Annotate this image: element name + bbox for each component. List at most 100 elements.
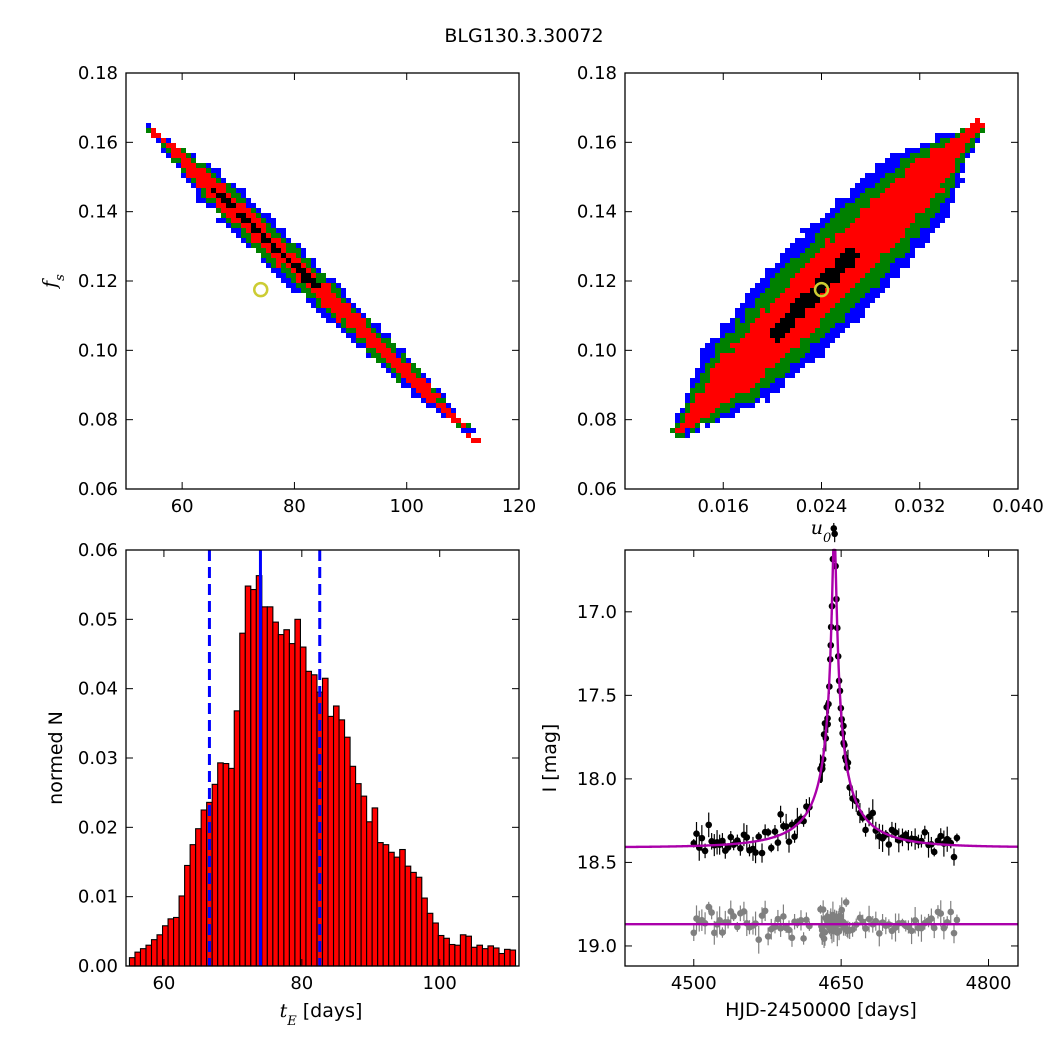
u0-fs-cell (720, 403, 725, 408)
u0-fs-cell (675, 418, 680, 423)
u0-fs-cell (835, 258, 840, 263)
u0-fs-cell (860, 263, 865, 268)
u0-fs-cell (850, 278, 855, 283)
u0-fs-cell (850, 188, 855, 193)
u0-fs-cell (730, 383, 735, 388)
te-fs-cell (391, 348, 396, 353)
u0-fs-cell (775, 268, 780, 273)
u0-fs-cell (740, 368, 745, 373)
u0-fs-cell (715, 368, 720, 373)
u0-fs-cell (815, 268, 820, 273)
u0-fs-cell (760, 373, 765, 378)
u0-fs-cell (850, 273, 855, 278)
u0-fs-cell (825, 258, 830, 263)
u0-fs-cell (720, 353, 725, 358)
u0-fs-cell (890, 168, 895, 173)
u0-fs-cell (835, 238, 840, 243)
u0-fs-cell (800, 308, 805, 313)
histogram-xtick-label: 80 (290, 973, 313, 994)
u0-fs-cell (715, 348, 720, 353)
te-fs-cell (366, 343, 371, 348)
te-fs-cell (221, 208, 226, 213)
u0-fs-cell (750, 398, 755, 403)
u0-fs-cell (910, 153, 915, 158)
te-fs-cell (316, 273, 321, 278)
u0-fs-cell (855, 303, 860, 308)
u0-fs-cell (795, 293, 800, 298)
u0-fs-cell (930, 228, 935, 233)
u0-fs-cell (810, 353, 815, 358)
u0-fs-cell (840, 203, 845, 208)
u0-fs-cell (880, 168, 885, 173)
te-fs-cell (226, 208, 231, 213)
u0-fs-cell (930, 188, 935, 193)
u0-fs-cell (705, 368, 710, 373)
residual-point (875, 930, 883, 937)
histogram-bar (167, 918, 175, 967)
u0-fs-cell (730, 408, 735, 413)
te-fs-cell (266, 228, 271, 233)
u0-fs-cell (855, 288, 860, 293)
te-fs-cell (311, 263, 316, 268)
u0-fs-cell (775, 323, 780, 328)
u0-fs-cell (880, 258, 885, 263)
te-fs-cell (346, 303, 351, 308)
u0-fs-cell (800, 363, 805, 368)
u0-fs-cell (895, 188, 900, 193)
te-fs-cell (206, 193, 211, 198)
u0-fs-cell (850, 288, 855, 293)
te-fs-cell (446, 408, 451, 413)
u0-fs-cell (810, 333, 815, 338)
te-fs-cell (216, 178, 221, 183)
te-fs-cell (251, 233, 256, 238)
u0-fs-cell (770, 283, 775, 288)
te-fs-cell (236, 203, 241, 208)
te-fs-cell (396, 348, 401, 353)
u0-fs-cell (710, 388, 715, 393)
u0-fs-cell (855, 198, 860, 203)
te-fs-cell (286, 238, 291, 243)
te-fs-cell (416, 383, 421, 388)
te-fs-cell (191, 158, 196, 163)
u0-fs-cell (825, 233, 830, 238)
te-fs-cell (226, 188, 231, 193)
u0-fs-cell (950, 178, 955, 183)
light-curve-ytick-label: 18.0 (577, 769, 617, 790)
light-curve-plot (624, 522, 1019, 954)
u0-fs-cell (800, 293, 805, 298)
te-fs-cell (196, 168, 201, 173)
u0-fs-cell (825, 253, 830, 258)
histogram-bar (410, 871, 417, 967)
u0-fs-cell (890, 203, 895, 208)
light-curve-ytick-label: 18.5 (577, 852, 617, 873)
u0-fs-cell (760, 368, 765, 373)
te-fs-cell (211, 198, 216, 203)
u0-fs-cell (845, 318, 850, 323)
u0-fs-cell (875, 188, 880, 193)
u0-fs-cell (695, 393, 700, 398)
histogram-bar (377, 842, 384, 967)
te-fs-cell (236, 198, 241, 203)
u0-fs-cell (800, 278, 805, 283)
u0-fs-cell (865, 228, 870, 233)
u0-fs-cell (720, 328, 725, 333)
u0-fs-cell (950, 138, 955, 143)
u0-fs-cell (880, 273, 885, 278)
u0-fs-cell (780, 278, 785, 283)
te-fs-cell (206, 163, 211, 168)
u0-fs-cell (885, 203, 890, 208)
u0-fs-cell (905, 163, 910, 168)
light-curve-point (698, 834, 706, 842)
u0-fs-cell (845, 218, 850, 223)
u0-fs-cell (875, 178, 880, 183)
u0-fs-cell (855, 318, 860, 323)
u0-fs-cell (815, 258, 820, 263)
u0-fs-cell (775, 308, 780, 313)
u0-fs-cell (940, 213, 945, 218)
te-fs-cell (266, 263, 271, 268)
u0-fs-cell (775, 373, 780, 378)
u0-fs-cell (795, 243, 800, 248)
u0-fs-cell (920, 173, 925, 178)
u0-fs-cell (910, 168, 915, 173)
u0-fs-cell (970, 143, 975, 148)
